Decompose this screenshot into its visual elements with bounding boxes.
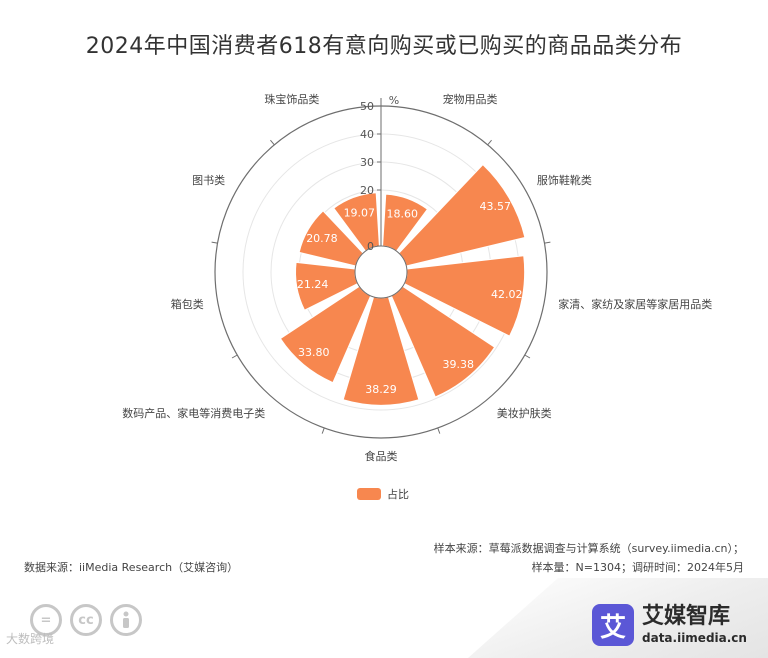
radial-tick-label: 50: [360, 100, 374, 113]
data-label: 21.24: [297, 278, 329, 291]
category-label: 美妆护肤类: [497, 406, 552, 420]
brand-url[interactable]: data.iimedia.cn: [642, 631, 747, 645]
legend-swatch: [357, 488, 381, 500]
category-label: 服饰鞋靴类: [537, 173, 592, 187]
data-source: 数据来源：iiMedia Research（艾媒咨询）: [24, 561, 239, 574]
category-label: 家清、家纺及家居等家居用品类: [558, 297, 712, 311]
category-label: 宠物用品类: [443, 92, 498, 106]
angle-tick: [231, 354, 238, 359]
angle-tick: [544, 241, 551, 244]
radial-tick-label: 40: [360, 128, 374, 141]
angle-tick: [321, 427, 325, 434]
data-label: 38.29: [365, 383, 397, 396]
category-label: 图书类: [192, 173, 225, 187]
angle-tick: [270, 139, 275, 146]
brand-logo-icon: 艾: [592, 604, 634, 646]
brand[interactable]: 艾 艾媒智库 data.iimedia.cn: [592, 604, 747, 646]
legend-label: 占比: [387, 488, 409, 501]
radial-tick-label: 20: [360, 184, 374, 197]
category-label: 箱包类: [171, 297, 204, 311]
sample-size: 样本量：N=1304；调研时间：2024年5月: [531, 561, 744, 574]
cc-by-icon: [110, 604, 142, 636]
data-label: 39.38: [443, 358, 475, 371]
category-label: 珠宝饰品类: [264, 92, 319, 106]
angle-tick: [524, 354, 531, 359]
inner-hub: [354, 245, 408, 299]
angle-tick: [211, 241, 218, 244]
angle-tick: [487, 139, 492, 146]
chart-title: 2024年中国消费者618有意向购买或已购买的商品品类分布: [85, 34, 683, 59]
data-label: 18.60: [386, 208, 418, 221]
radial-tick-label: 0: [367, 240, 374, 253]
data-label: 42.02: [491, 288, 523, 301]
sample-source: 样本来源：草莓派数据调查与计算系统（survey.iimedia.cn）；: [433, 542, 744, 555]
cc-nd-icon: =: [30, 604, 62, 636]
brand-name: 艾媒智库: [642, 604, 731, 629]
data-label: 20.78: [306, 232, 338, 245]
category-label: 食品类: [365, 449, 398, 463]
angle-tick: [437, 427, 441, 434]
legend[interactable]: 占比: [357, 486, 409, 502]
watermark: 大数跨境: [6, 632, 55, 646]
polar-bar-chart: 18.60 43.57 42.02 39.38 38.29 33.80 21.24 20.78…: [122, 92, 712, 463]
radial-tick-label: 30: [360, 156, 374, 169]
data-label: 19.07: [344, 206, 376, 219]
license-icons: = cc: [30, 604, 142, 636]
radial-unit: %: [389, 94, 399, 107]
data-label: 33.80: [298, 346, 330, 359]
data-label: 43.57: [480, 200, 512, 213]
category-label: 数码产品、家电等消费电子类: [122, 406, 265, 420]
cc-icon: cc: [70, 604, 102, 636]
